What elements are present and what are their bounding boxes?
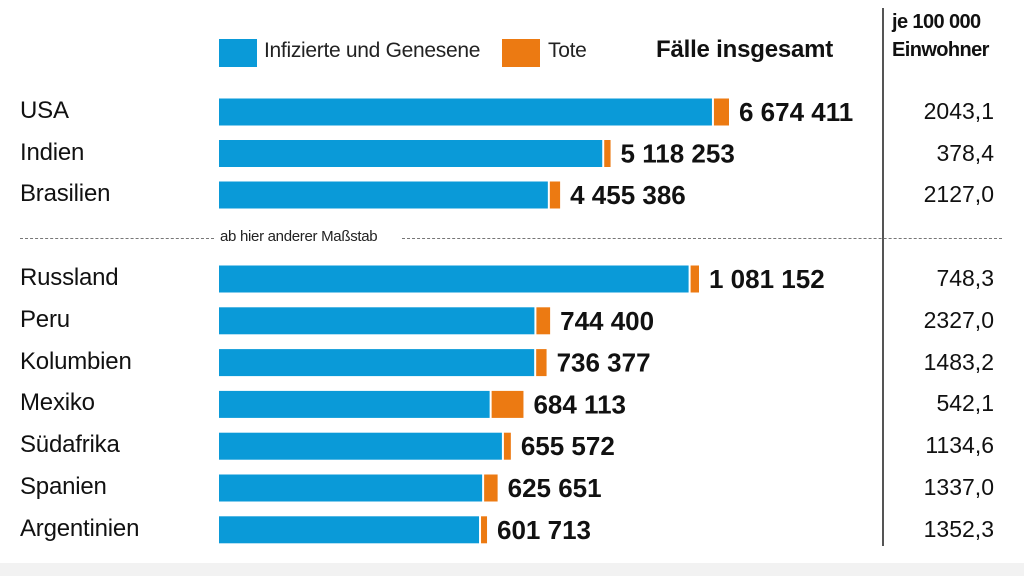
country-label-usa: USA bbox=[20, 97, 69, 124]
bar-deaths-sudafrika bbox=[503, 432, 511, 460]
total-label-peru: 744 400 bbox=[560, 306, 654, 336]
total-label-kolumbien: 736 377 bbox=[557, 348, 651, 378]
bar-deaths-brasilien bbox=[549, 181, 561, 209]
bar-infected-indien bbox=[219, 140, 603, 167]
bar-infected-sudafrika bbox=[219, 432, 502, 460]
per-capita-header-line1: je 100 000 bbox=[892, 11, 981, 33]
total-label-usa: 6 674 411 bbox=[739, 97, 853, 127]
country-label-brasilien: Brasilien bbox=[20, 180, 111, 207]
bottom-strip bbox=[0, 563, 1024, 576]
bar-deaths-indien bbox=[604, 140, 611, 167]
country-label-indien: Indien bbox=[20, 138, 85, 166]
bar-infected-usa bbox=[219, 98, 712, 126]
legend-label-deaths: Tote bbox=[548, 39, 587, 62]
per-capita-value-peru: 2327,0 bbox=[923, 306, 994, 333]
total-label-indien: 5 118 253 bbox=[621, 139, 735, 169]
per-capita-value-spanien: 1337,0 bbox=[923, 474, 994, 500]
legend-swatch-infected bbox=[219, 39, 257, 67]
per-capita-value-usa: 2043,1 bbox=[923, 98, 994, 124]
column-divider bbox=[882, 8, 884, 546]
per-capita-value-kolumbien: 1483,2 bbox=[923, 348, 994, 375]
bar-infected-spanien bbox=[219, 474, 483, 502]
per-capita-value-argentinien: 1352,3 bbox=[923, 515, 994, 542]
total-label-brasilien: 4 455 386 bbox=[570, 180, 686, 210]
per-capita-value-mexiko: 542,1 bbox=[936, 390, 994, 417]
total-label-spanien: 625 651 bbox=[508, 473, 602, 503]
bar-deaths-russland bbox=[690, 265, 699, 293]
bar-infected-peru bbox=[219, 307, 535, 335]
total-label-russland: 1 081 152 bbox=[709, 264, 825, 294]
country-label-kolumbien: Kolumbien bbox=[20, 347, 132, 375]
bar-deaths-mexiko bbox=[491, 390, 524, 418]
bar-deaths-argentinien bbox=[481, 516, 488, 544]
per-capita-value-sudafrika: 1134,6 bbox=[925, 432, 994, 459]
bar-deaths-usa bbox=[713, 98, 729, 126]
scale-break-line-right bbox=[402, 238, 1002, 239]
total-label-sudafrika: 655 572 bbox=[521, 431, 615, 461]
country-label-sudafrika: Südafrika bbox=[20, 431, 120, 459]
per-capita-value-brasilien: 2127,0 bbox=[923, 181, 994, 207]
legend-swatch-deaths bbox=[502, 39, 540, 67]
bar-infected-mexiko bbox=[219, 390, 490, 418]
bar-infected-russland bbox=[219, 265, 689, 293]
per-capita-header: je 100 000 Einwohner bbox=[892, 8, 1020, 64]
country-label-russland: Russland bbox=[20, 264, 119, 291]
scale-break-line-left bbox=[20, 238, 214, 239]
legend-label-infected: Infizierte und Genesene bbox=[264, 39, 481, 62]
total-label-mexiko: 684 113 bbox=[533, 389, 626, 419]
country-label-argentinien: Argentinien bbox=[20, 514, 140, 542]
per-capita-value-russland: 748,3 bbox=[936, 265, 994, 291]
per-capita-value-indien: 378,4 bbox=[936, 139, 994, 166]
total-label-argentinien: 601 713 bbox=[497, 515, 591, 545]
country-label-mexiko: Mexiko bbox=[20, 389, 95, 417]
per-capita-header-line2: Einwohner bbox=[892, 39, 989, 61]
country-label-spanien: Spanien bbox=[20, 473, 107, 500]
bar-deaths-kolumbien bbox=[536, 349, 547, 377]
bar-infected-kolumbien bbox=[219, 349, 535, 377]
total-cases-header: Fälle insgesamt bbox=[656, 36, 834, 63]
bar-deaths-peru bbox=[536, 307, 551, 335]
bar-infected-argentinien bbox=[219, 516, 480, 544]
bar-infected-brasilien bbox=[219, 181, 548, 209]
scale-break-note: ab hier anderer Maßstab bbox=[220, 228, 378, 245]
country-label-peru: Peru bbox=[20, 305, 70, 333]
bar-deaths-spanien bbox=[484, 474, 498, 502]
